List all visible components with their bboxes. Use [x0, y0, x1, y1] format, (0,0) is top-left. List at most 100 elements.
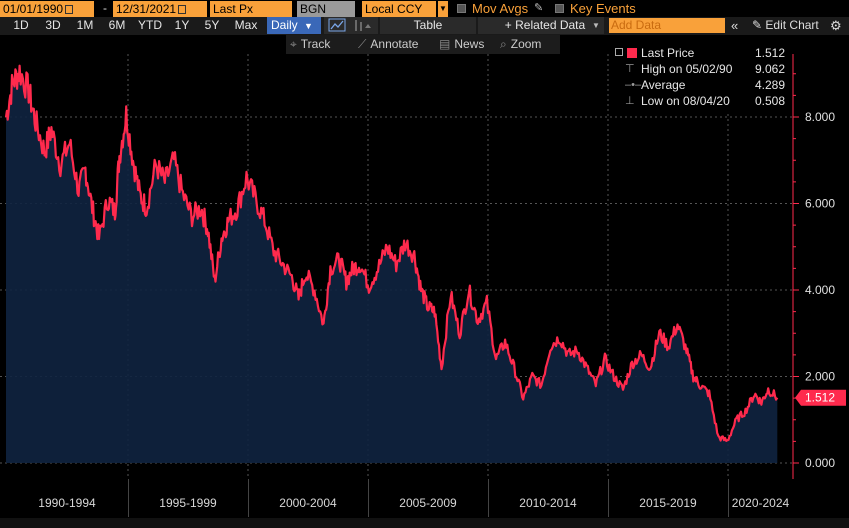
y-tick-label: 8.000 [805, 110, 835, 124]
frequency-value: Daily [271, 18, 298, 32]
news-label: News [454, 37, 485, 51]
line-chart-icon [328, 18, 346, 32]
y-tick-label: 2.000 [805, 370, 835, 384]
legend-low: ⊥ Low on 08/04/20 0.508 [611, 93, 788, 109]
related-data-label: + Related Data [504, 18, 586, 32]
annotate-button[interactable]: ⟋ Annotate [358, 36, 418, 53]
x-tick-mark [248, 479, 249, 517]
edit-chart-label: Edit Chart [765, 18, 819, 32]
start-date-value: 01/01/1990 [3, 2, 64, 16]
date-separator: - [103, 1, 107, 15]
period-1d[interactable]: 1D [13, 18, 29, 32]
annotate-icon: ⟋ [358, 37, 367, 51]
track-button[interactable]: ⌖ Track [290, 36, 330, 53]
price-line [4, 64, 779, 442]
low-label: Low on 08/04/20 [641, 94, 730, 108]
period-ytd[interactable]: YTD [138, 18, 162, 32]
field-selector[interactable]: Last Px [210, 1, 292, 17]
zoom-button[interactable]: ⌕ Zoom [500, 36, 541, 53]
y-axis: 8.000 6.000 4.000 2.000 0.000 1.512 [792, 54, 846, 479]
toolbar-row-2: 1D 3D 1M 6M YTD 1Y 5Y Max Daily ▼ Table … [0, 17, 849, 35]
x-tick-label: 2000-2004 [279, 496, 337, 510]
zoom-icon: ⌕ [500, 37, 507, 51]
currency-dropdown-icon[interactable]: ▼ [438, 1, 448, 17]
period-5y[interactable]: 5Y [204, 18, 220, 32]
x-tick-mark [128, 479, 129, 517]
high-marker-icon: ⊤ [625, 63, 635, 75]
average-label: Average [641, 78, 686, 92]
last-value-badge [795, 389, 846, 406]
x-tick-label: 1995-1999 [159, 496, 217, 510]
legend-last-price[interactable]: Last Price 1.512 [611, 45, 788, 61]
series-color-swatch [627, 48, 637, 58]
crosshair-icon: ⌖ [290, 37, 297, 51]
track-label: Track [300, 37, 331, 51]
mov-avgs-label[interactable]: Mov Avgs [472, 1, 529, 16]
y-tick-label: 6.000 [805, 197, 835, 211]
annotate-label: Annotate [370, 37, 419, 51]
low-marker-icon: ⊥ [625, 95, 635, 107]
pencil-icon[interactable]: ✎ [534, 2, 544, 14]
gear-icon[interactable]: ⚙ [830, 18, 842, 33]
edit-chart-button[interactable]: ✎ Edit Chart [752, 17, 819, 34]
legend-high: ⊤ High on 05/02/90 9.062 [611, 61, 788, 77]
add-data-input[interactable]: Add Data [609, 18, 725, 33]
high-value: 9.062 [754, 62, 785, 76]
last-price-value: 1.512 [754, 46, 785, 60]
x-tick-mark [368, 479, 369, 517]
x-tick-label: 2010-2014 [519, 496, 577, 510]
y-tick-label: 0.000 [805, 456, 835, 470]
chart-tools: ⌖ Track ⟋ Annotate ▤ News ⌕ Zoom [286, 35, 560, 54]
collapse-icon[interactable]: « [731, 18, 739, 33]
zoom-label: Zoom [510, 37, 542, 51]
x-tick-label: 2005-2009 [399, 496, 457, 510]
period-3d[interactable]: 3D [45, 18, 61, 32]
news-button[interactable]: ▤ News [439, 36, 484, 53]
related-data-button[interactable]: + Related Data ▼ [478, 17, 604, 34]
legend-box: Last Price 1.512 ⊤ High on 05/02/90 9.06… [611, 43, 788, 111]
x-tick-label: 2020-2024 [731, 496, 790, 510]
x-tick-mark [608, 479, 609, 517]
table-button[interactable]: Table [380, 17, 476, 34]
price-area-fill [6, 65, 778, 463]
chevron-down-icon: ▼ [592, 21, 600, 30]
last-price-label: Last Price [641, 46, 695, 60]
y-tick-label: 4.000 [805, 283, 835, 297]
line-chart-button[interactable] [324, 17, 350, 34]
key-events-checkbox[interactable] [555, 4, 564, 13]
calendar-icon[interactable] [178, 5, 187, 14]
security-field[interactable]: BGN [297, 1, 355, 17]
high-label: High on 05/02/90 [641, 62, 733, 76]
bottom-strip [0, 518, 849, 528]
collapse-toggle-icon[interactable] [615, 48, 623, 56]
pencil-icon: ✎ [752, 18, 763, 32]
x-tick-mark [488, 479, 489, 517]
last-value-label: 1.512 [805, 391, 835, 405]
x-tick-label: 2015-2019 [639, 496, 697, 510]
bar-chart-button[interactable] [350, 17, 378, 34]
x-tick-label: 1990-1994 [38, 496, 96, 510]
chevron-down-icon: ▼ [304, 21, 313, 31]
key-events-label[interactable]: Key Events [570, 1, 636, 16]
end-date-field[interactable]: 12/31/2021 [113, 1, 207, 17]
currency-selector[interactable]: Local CCY [362, 1, 436, 17]
end-date-value: 12/31/2021 [116, 2, 177, 16]
table-label: Table [413, 18, 443, 32]
average-value: 4.289 [754, 78, 785, 92]
calendar-icon[interactable] [65, 5, 74, 14]
mov-avgs-checkbox[interactable] [457, 4, 466, 13]
toolbar-row-1: 01/01/1990 - 12/31/2021 Last Px BGN Loca… [0, 0, 849, 18]
low-value: 0.508 [754, 94, 785, 108]
x-tick-mark [728, 479, 729, 517]
frequency-selector[interactable]: Daily ▼ [267, 17, 321, 34]
start-date-field[interactable]: 01/01/1990 [0, 1, 94, 17]
legend-average: –•– Average 4.289 [611, 77, 788, 93]
bar-chart-icon [355, 20, 371, 31]
period-1m[interactable]: 1M [76, 18, 94, 32]
news-icon: ▤ [439, 37, 451, 51]
period-max[interactable]: Max [234, 18, 258, 32]
period-1y[interactable]: 1Y [174, 18, 190, 32]
period-6m[interactable]: 6M [108, 18, 126, 32]
average-marker-icon: –•– [625, 79, 642, 91]
price-chart[interactable]: 8.000 6.000 4.000 2.000 0.000 1.512 [0, 54, 849, 479]
